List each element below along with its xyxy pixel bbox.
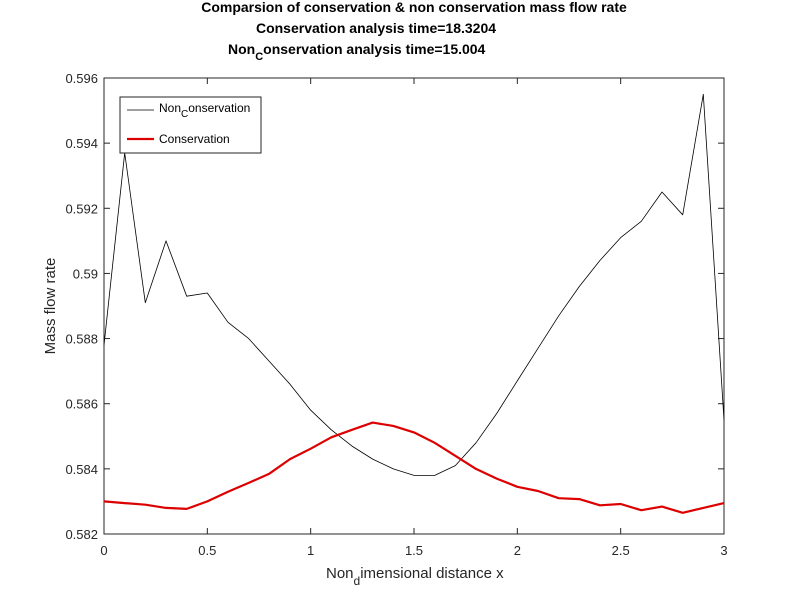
y-tick-label: 0.588 bbox=[65, 332, 98, 347]
axis-ticks: 0 0.5 1 1.5 2 2.5 3 0.582 0.584 0.586 0.588 0.59 0.5… bbox=[65, 71, 727, 558]
y-tick-label: 0.594 bbox=[65, 136, 98, 151]
series-line-conservation bbox=[103, 421, 725, 514]
chart-title-line-3-rest: onservation analysis time=15.004 bbox=[263, 41, 485, 57]
x-tick-label: 2 bbox=[514, 543, 521, 558]
x-axis-label: Nondimensional distance x bbox=[326, 565, 504, 588]
y-tick-label: 0.59 bbox=[73, 266, 98, 281]
x-axis-label-subscript: d bbox=[354, 574, 361, 588]
chart-title-line-2: Conservation analysis time=18.3204 bbox=[256, 20, 496, 36]
y-tick-label: 0.584 bbox=[65, 462, 98, 477]
chart-title-line-3-subscript: C bbox=[255, 51, 263, 63]
x-tick-label: 3 bbox=[720, 543, 727, 558]
series-line-non-conservation bbox=[103, 93, 725, 476]
chart-title-line-1: Comparsion of conservation & non conserv… bbox=[201, 0, 627, 15]
legend-label-non-conservation-prefix: Non bbox=[159, 101, 181, 115]
x-tick-label: 0.5 bbox=[198, 543, 216, 558]
y-axis-label: Mass flow rate bbox=[42, 258, 59, 355]
y-tick-label: 0.592 bbox=[65, 201, 98, 216]
x-tick-label: 1.5 bbox=[405, 543, 423, 558]
legend-label-conservation: Conservation bbox=[159, 132, 230, 146]
legend-label-non-conservation-subscript: C bbox=[181, 109, 188, 120]
x-axis-label-rest: imensional distance x bbox=[360, 565, 504, 582]
legend-label-non-conservation: NonConservation bbox=[159, 101, 250, 120]
y-tick-label: 0.586 bbox=[65, 397, 98, 412]
chart-title-line-3-prefix: Non bbox=[228, 41, 255, 57]
chart-title-line-3: NonConservation analysis time=15.004 bbox=[228, 41, 486, 63]
legend-box bbox=[119, 96, 262, 154]
y-tick-label: 0.582 bbox=[65, 527, 98, 542]
x-axis-label-prefix: Non bbox=[326, 565, 354, 582]
x-tick-label: 1 bbox=[307, 543, 314, 558]
y-tick-label: 0.596 bbox=[65, 71, 98, 86]
plot-area bbox=[103, 77, 725, 535]
x-tick-label: 2.5 bbox=[612, 543, 630, 558]
legend-label-non-conservation-rest: onservation bbox=[188, 101, 250, 115]
series-lines bbox=[103, 93, 725, 514]
x-tick-label: 0 bbox=[100, 543, 107, 558]
legend: NonConservation Conservation bbox=[119, 96, 262, 154]
